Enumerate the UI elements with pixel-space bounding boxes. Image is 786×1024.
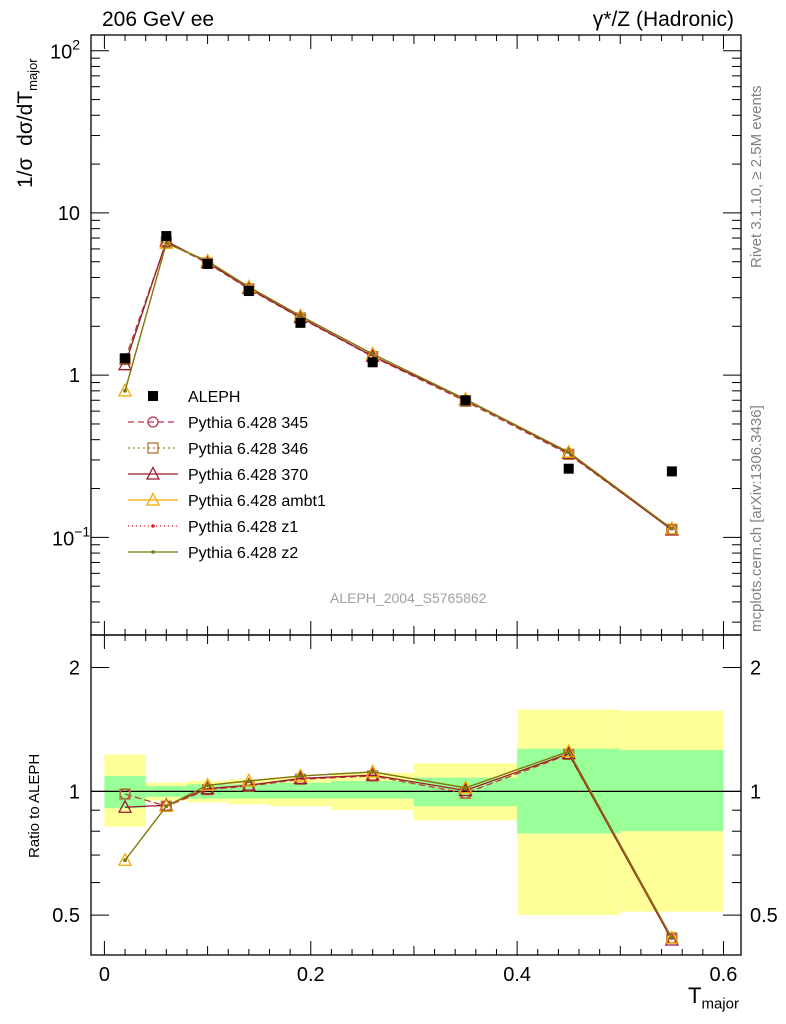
data-point — [367, 357, 378, 368]
data-point — [120, 353, 131, 364]
x-axis-title-sub: major — [701, 995, 739, 1013]
series-line — [124, 240, 673, 531]
legend-label: Pythia 6.428 z1 — [188, 519, 298, 536]
ratio-band-inner — [104, 775, 146, 809]
data-point — [243, 286, 254, 297]
ratio-series-marker — [117, 852, 133, 866]
ratio-series-marker — [200, 780, 215, 795]
ratio-series-line — [124, 753, 673, 939]
series-line — [124, 242, 673, 530]
data-point — [563, 463, 574, 474]
rivet-label: Rivet 3.1.10, ≥ 2.5M events — [748, 85, 765, 269]
ratio-y-tick-label-right: 0.5 — [750, 905, 778, 927]
series-marker — [298, 314, 303, 318]
legend-label: Pythia 6.428 345 — [188, 415, 308, 432]
series-marker — [164, 241, 169, 246]
ratio-y-tick-label: 1 — [69, 781, 80, 803]
ratio-frame — [90, 634, 742, 956]
ratio-series-marker — [247, 779, 251, 783]
legend-marker — [147, 416, 159, 428]
main-y-title-sub: major — [25, 58, 41, 91]
y-tick-label: 10−1 — [52, 523, 90, 550]
legend-label: Pythia 6.428 ambt1 — [188, 493, 326, 510]
ratio-band-inner — [331, 780, 414, 799]
series-marker — [670, 526, 674, 531]
ratio-series-marker — [370, 770, 375, 774]
legend-marker — [147, 442, 159, 454]
series-marker — [566, 450, 571, 454]
ratio-y-title: Ratio to ALEPH — [26, 753, 43, 858]
ratio-series-marker — [458, 782, 473, 797]
legend-label: Pythia 6.428 346 — [188, 441, 308, 458]
x-axis-title-text: T — [688, 983, 702, 1008]
data-point — [460, 395, 471, 406]
ratio-y-tick-label-right: 1 — [750, 781, 761, 803]
ratio-series-marker — [123, 858, 127, 863]
series-marker — [664, 520, 679, 535]
ratio-series-marker — [119, 788, 131, 800]
data-point — [666, 466, 677, 477]
legend-label-aleph: ALEPH — [188, 389, 240, 406]
ratio-series-marker — [164, 804, 169, 809]
ratio-series-marker — [664, 930, 679, 944]
y-tick-label: 10 — [58, 203, 80, 225]
ratio-y-tick-label: 2 — [69, 658, 80, 680]
analysis-id: ALEPH_2004_S5765862 — [330, 590, 487, 606]
ratio-band-inner — [269, 782, 332, 799]
data-point — [161, 231, 172, 242]
ratio-series-marker — [670, 936, 674, 940]
legend-marker-aleph — [148, 391, 158, 401]
legend-marker — [145, 492, 161, 506]
series-line — [124, 242, 673, 530]
ratio-series-marker — [205, 783, 210, 788]
ratio-band-inner — [620, 750, 724, 832]
ratio-series-marker — [664, 932, 679, 946]
ratio-series-marker — [117, 799, 133, 813]
legend-marker — [145, 466, 161, 480]
header-right: γ*/Z (Hadronic) — [592, 8, 734, 31]
main-y-title: 1/σ dσ/dTmajor — [14, 58, 40, 188]
ratio-series-marker — [365, 764, 380, 778]
header-left: 206 GeV ee — [102, 8, 215, 31]
mcplots-label: mcplots.cern.ch [arXiv:1306.3436] — [748, 405, 765, 632]
ratio-series-marker — [241, 777, 256, 791]
ratio-series-marker — [159, 798, 174, 812]
ratio-series-marker — [566, 749, 571, 754]
ratio-y-tick-label-right: 2 — [750, 658, 761, 680]
series-line — [124, 242, 673, 530]
series-line — [124, 241, 673, 530]
series-marker — [117, 382, 133, 397]
series-marker — [117, 356, 133, 371]
main-y-title-text: 1/σ dσ/dT — [14, 90, 37, 188]
series-line — [124, 241, 673, 530]
ratio-series-marker — [293, 770, 308, 785]
x-tick-label: 0.4 — [503, 964, 531, 986]
y-tick-label: 1 — [69, 365, 80, 387]
data-point — [295, 317, 306, 328]
y-tick-label: 102 — [50, 37, 80, 64]
series-marker — [561, 444, 576, 458]
legend-marker — [151, 550, 155, 554]
ratio-series-marker — [298, 774, 303, 778]
legend-label: Pythia 6.428 z2 — [188, 545, 298, 562]
legend-marker — [151, 524, 155, 528]
ratio-y-tick-label: 0.5 — [52, 905, 80, 927]
ratio-series-marker — [463, 786, 468, 790]
x-tick-label: 0.2 — [297, 964, 325, 986]
series-marker — [123, 389, 127, 393]
ratio-series-marker — [561, 743, 576, 758]
legend-label: Pythia 6.428 370 — [188, 467, 308, 484]
data-point — [202, 258, 213, 269]
ratio-series-marker — [365, 767, 380, 781]
series-marker — [370, 352, 375, 356]
x-axis-title: Tmajor — [688, 983, 739, 1012]
x-tick-label: 0 — [99, 964, 110, 986]
series-marker — [159, 235, 174, 249]
x-tick-label: 0.6 — [710, 964, 738, 986]
